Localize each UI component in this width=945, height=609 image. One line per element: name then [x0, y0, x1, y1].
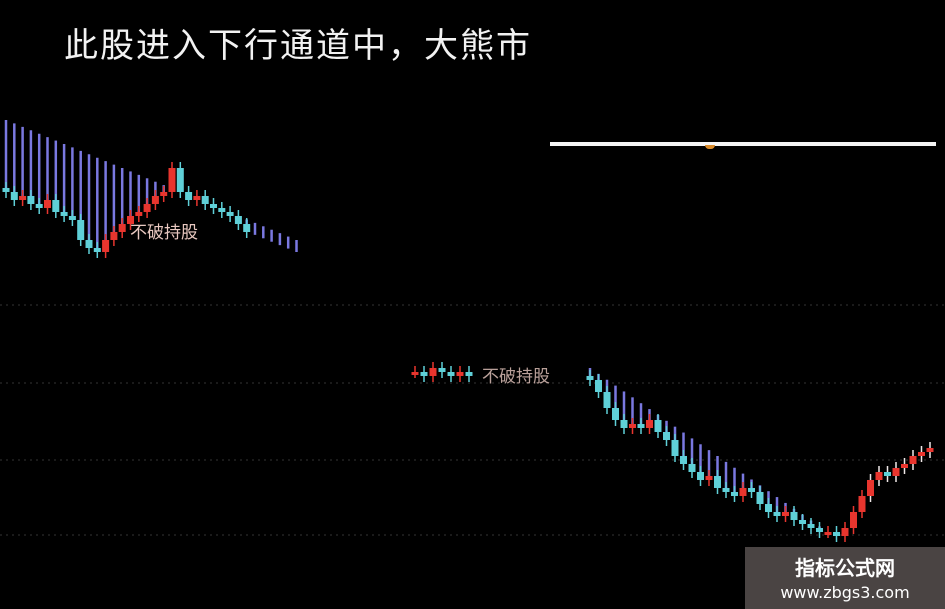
candle-down — [799, 520, 806, 524]
candle-down — [27, 196, 35, 204]
candle-up — [705, 476, 713, 480]
candle-down — [807, 524, 815, 528]
watermark-url: www.zbgs3.com — [780, 583, 910, 602]
candle-down — [884, 472, 891, 476]
candle-up — [918, 452, 925, 456]
candle-up — [143, 204, 151, 212]
candle-down — [226, 212, 234, 216]
candle-down — [218, 208, 226, 212]
candle-up — [127, 216, 134, 224]
candle-down — [697, 472, 704, 480]
candle-down — [637, 424, 645, 428]
marker-dot — [705, 145, 715, 149]
candle-down — [748, 488, 755, 492]
candle-up — [110, 232, 118, 240]
candle-up — [168, 168, 176, 192]
candle-down — [612, 408, 619, 420]
candle-down — [654, 420, 662, 432]
candle-down — [35, 204, 43, 208]
candle-down — [243, 224, 251, 232]
candle-up — [193, 196, 201, 200]
candle-down — [680, 456, 687, 464]
candle-down — [722, 488, 730, 492]
candle-down — [790, 512, 798, 520]
candle-down — [2, 188, 10, 192]
candle-up — [135, 212, 143, 216]
candle-down — [663, 432, 670, 440]
candle-down — [420, 372, 428, 376]
candle-up — [19, 196, 27, 200]
candle-up — [102, 240, 110, 252]
candle-up — [901, 464, 908, 468]
candle-up — [782, 512, 789, 516]
candle-up — [892, 468, 900, 476]
candle-up — [151, 196, 159, 204]
candle-down — [688, 464, 696, 472]
candle-up — [841, 528, 849, 536]
candle-down — [620, 420, 628, 428]
candle-down — [595, 380, 602, 392]
candle-up — [867, 480, 874, 496]
candle-down — [185, 192, 193, 200]
candle-down — [68, 216, 76, 220]
candle-up — [739, 488, 747, 496]
candle-down — [438, 368, 446, 372]
candle-up — [875, 472, 883, 480]
candle-up — [429, 368, 437, 376]
chart-title: 此股进入下行通道中，大熊市 — [64, 26, 532, 66]
candle-down — [765, 504, 772, 512]
candle-up — [160, 192, 168, 196]
signal-label-left: 不破持股 — [130, 223, 198, 243]
candle-down — [52, 200, 60, 212]
candle-down — [816, 528, 823, 532]
candle-down — [447, 372, 455, 376]
signal-label-middle: 不破持股 — [482, 367, 550, 387]
candle-down — [10, 192, 18, 200]
candle-up — [118, 224, 126, 232]
candle-down — [234, 216, 242, 224]
candle-down — [77, 220, 85, 240]
candle-up — [44, 200, 51, 208]
candle-down — [833, 532, 840, 536]
candle-down — [176, 168, 184, 192]
candle-up — [646, 420, 653, 428]
candle-down — [210, 204, 217, 208]
candle-up — [411, 372, 419, 375]
candle-up — [629, 424, 636, 428]
candle-up — [850, 512, 857, 528]
candle-up — [909, 456, 917, 464]
candle-down — [586, 376, 594, 380]
candle-down — [714, 476, 721, 488]
candle-up — [858, 496, 866, 512]
candle-down — [201, 196, 209, 204]
candle-down — [773, 512, 781, 516]
candle-up — [926, 448, 934, 452]
candle-down — [93, 248, 101, 252]
candle-up — [456, 372, 464, 376]
candle-down — [603, 392, 611, 408]
candle-down — [85, 240, 93, 248]
candle-down — [731, 492, 738, 496]
candle-down — [756, 492, 764, 504]
candle-down — [671, 440, 679, 456]
candle-up — [824, 532, 832, 535]
watermark-name: 指标公式网 — [795, 556, 895, 580]
horizontal-line — [550, 142, 936, 146]
watermark: 指标公式网 www.zbgs3.com — [745, 547, 945, 609]
candle-down — [60, 212, 68, 216]
candle-down — [465, 372, 473, 376]
